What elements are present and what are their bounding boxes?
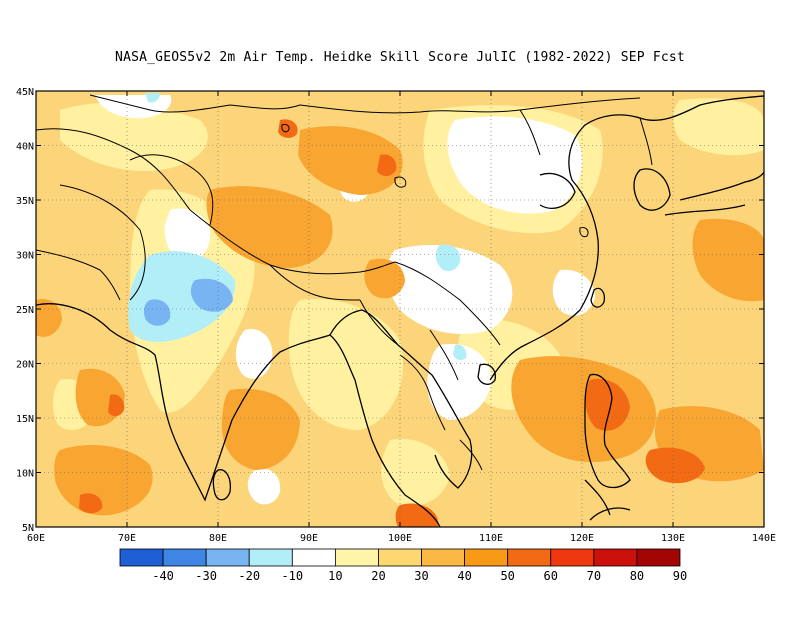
colorbar-swatch xyxy=(205,548,250,567)
colorbar-tick-label: 80 xyxy=(630,569,644,583)
grid-lines xyxy=(36,91,764,527)
colorbar-tick-label: 10 xyxy=(328,569,342,583)
map-title: NASA_GEOS5v2 2m Air Temp. Heidke Skill S… xyxy=(115,50,685,65)
lat-label: 45N xyxy=(16,87,34,98)
lat-label: 25N xyxy=(16,305,34,316)
country-borders xyxy=(36,94,653,471)
colorbar-tick-label: -10 xyxy=(281,569,303,583)
lon-label: 140E xyxy=(752,533,776,544)
lon-label: 100E xyxy=(388,533,412,544)
lon-label: 80E xyxy=(209,533,227,544)
colorbar-tick-label: 20 xyxy=(371,569,385,583)
colorbar-swatch xyxy=(378,548,422,567)
colorbar-swatch xyxy=(248,548,293,567)
lat-label: 20N xyxy=(16,360,34,371)
lon-label: 110E xyxy=(479,533,503,544)
colorbar-tick-label: 90 xyxy=(673,569,687,583)
colorbar-swatch xyxy=(550,548,595,567)
field-level-negative xyxy=(128,93,467,361)
lon-label: 130E xyxy=(661,533,685,544)
lat-label: 15N xyxy=(16,414,34,425)
colorbar-tick-label: 30 xyxy=(414,569,428,583)
colorbar-tick-label: 60 xyxy=(544,569,558,583)
axis-ticks xyxy=(35,90,765,528)
colorbar-tick-label: -20 xyxy=(238,569,260,583)
lat-label: 40N xyxy=(16,142,34,153)
colorbar-labels: -40 -30 -20 -10 10 20 30 40 50 60 70 80 90 xyxy=(152,569,687,583)
coastlines xyxy=(36,95,764,527)
colorbar-tick-label: 50 xyxy=(500,569,514,583)
field-level-30-50 xyxy=(36,126,764,516)
field-level-neutral xyxy=(95,95,595,505)
colorbar-swatch xyxy=(291,548,336,567)
colorbar-tick-label: -30 xyxy=(195,569,217,583)
colorbar-tick-label: -40 xyxy=(152,569,174,583)
lat-label: 10N xyxy=(16,469,34,480)
colorbar-swatch xyxy=(636,548,681,567)
colorbar-swatch xyxy=(119,548,164,567)
colorbar-swatch xyxy=(421,548,466,567)
lon-label: 70E xyxy=(118,533,136,544)
colorbar-swatch xyxy=(507,548,552,567)
lon-label: 120E xyxy=(570,533,594,544)
colorbar-swatch xyxy=(464,548,509,567)
colorbar-tick-label: 40 xyxy=(457,569,471,583)
colorbar-swatch xyxy=(334,548,379,567)
lat-label: 5N xyxy=(22,523,34,534)
latitude-labels: 45N 40N 35N 30N 25N 20N 15N 10N 5N xyxy=(16,87,34,534)
colorbar xyxy=(119,548,681,567)
lon-label: 60E xyxy=(27,533,45,544)
lon-label: 90E xyxy=(300,533,318,544)
lat-label: 30N xyxy=(16,251,34,262)
colorbar-swatch xyxy=(162,548,207,567)
lakes xyxy=(281,124,589,238)
longitude-labels: 60E 70E 80E 90E 100E 110E 120E 130E 140E xyxy=(27,533,776,544)
colorbar-tick-label: 70 xyxy=(587,569,601,583)
lat-label: 35N xyxy=(16,196,34,207)
colorbar-swatch xyxy=(593,548,638,567)
